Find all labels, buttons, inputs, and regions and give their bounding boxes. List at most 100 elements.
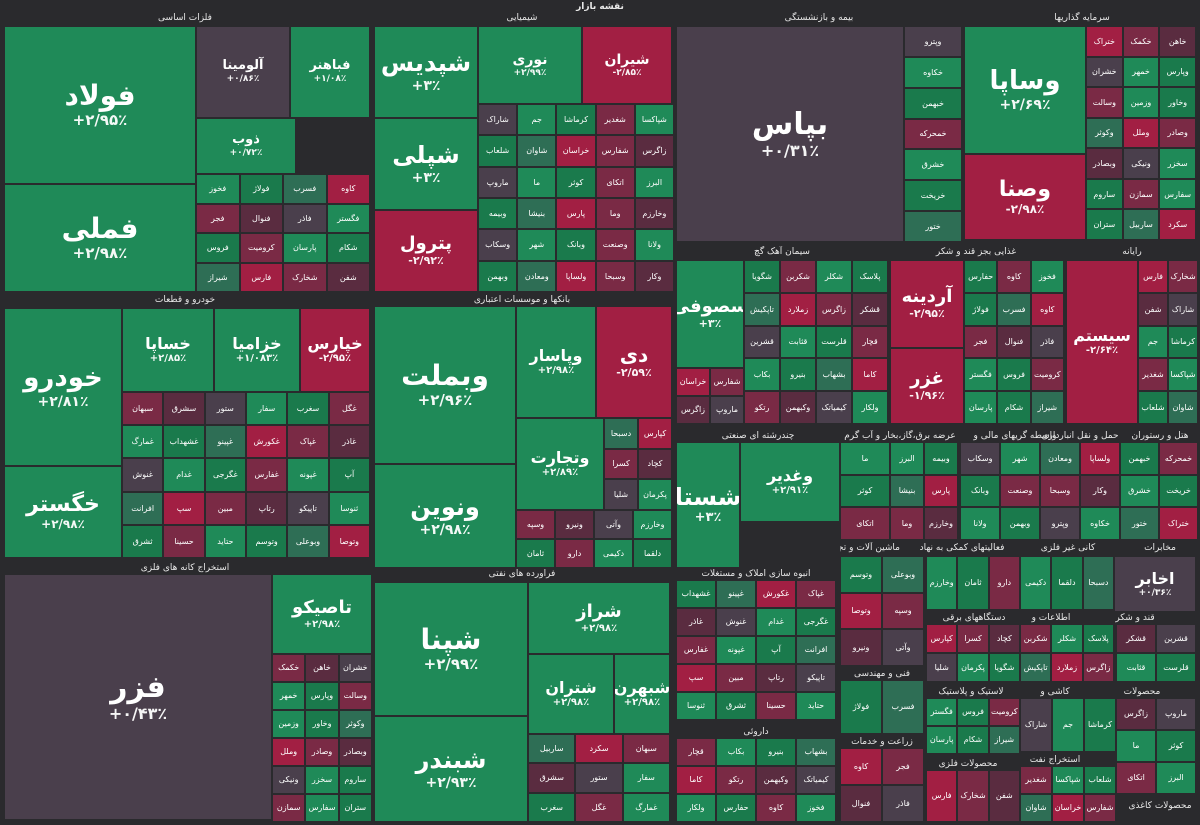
stock-tile[interactable]: شیران -۲/۸۵٪ xyxy=(582,26,672,104)
stock-tile[interactable]: خساپا +۲/۸۵٪ xyxy=(122,308,214,392)
stock-tile-small[interactable]: خمحرکه xyxy=(904,118,962,150)
stock-tile-small[interactable]: وتوسم xyxy=(840,556,882,593)
stock-tile-small[interactable]: شپاکسا xyxy=(1052,766,1084,794)
stock-tile-small[interactable]: وصنعت xyxy=(1000,474,1040,508)
stock-tile-small[interactable]: خمحرکه xyxy=(1159,442,1198,475)
stock-tile-small[interactable]: غکورش xyxy=(246,425,288,459)
stock-tile[interactable]: نوری +۲/۹۹٪ xyxy=(478,26,582,104)
stock-tile-small[interactable]: شلعاب xyxy=(1138,391,1168,424)
stock-tile-small[interactable]: قثابت xyxy=(1116,653,1156,682)
stock-tile-small[interactable]: قلرست xyxy=(1156,653,1196,682)
stock-tile-small[interactable]: ختراک xyxy=(1086,26,1123,57)
stock-tile-small[interactable]: زاگرس xyxy=(676,396,710,424)
stock-tile-small[interactable]: پکرمان xyxy=(957,653,989,682)
stock-tile-small[interactable]: فگستر xyxy=(326,203,370,233)
stock-tile-small[interactable]: حسینا xyxy=(756,692,796,720)
stock-tile-small[interactable]: شکربن xyxy=(1020,624,1052,653)
stock-tile-small[interactable]: ولساپا xyxy=(1080,442,1120,475)
stock-tile-small[interactable]: ثشرق xyxy=(716,692,756,720)
stock-tile[interactable]: سصوفی+۳٪ xyxy=(676,260,744,368)
stock-tile-small[interactable]: دکیمی xyxy=(1020,556,1052,610)
stock-tile-small[interactable]: ستور xyxy=(204,392,246,426)
stock-tile-small[interactable]: حفارس xyxy=(716,794,756,822)
stock-tile-small[interactable]: شپاکسا xyxy=(1168,358,1198,392)
stock-tile-small[interactable]: شاوان xyxy=(517,135,557,167)
stock-tile-small[interactable]: وآتی xyxy=(882,629,924,666)
stock-tile-small[interactable]: وبصادر xyxy=(1086,148,1123,179)
stock-tile-small[interactable]: سخزر xyxy=(305,766,339,794)
stock-tile[interactable]: بپاس +۰/۳۱٪ xyxy=(676,26,904,242)
stock-tile-small[interactable]: غپینو xyxy=(716,580,756,608)
stock-tile-small[interactable]: ولساپا xyxy=(556,260,596,292)
stock-tile-small[interactable]: وصادر xyxy=(305,738,339,766)
stock-tile-small[interactable]: خراسان xyxy=(556,135,596,167)
stock-tile-small[interactable]: فاذر xyxy=(283,203,327,233)
stock-tile-small[interactable]: ختور xyxy=(904,211,962,242)
stock-tile[interactable]: فولاد +۲/۹۵٪ xyxy=(4,26,196,184)
stock-tile-small[interactable]: سفارس xyxy=(305,794,339,822)
stock-tile[interactable]: آردینه -۲/۹۵٪ xyxy=(890,260,964,348)
stock-tile-small[interactable]: جم xyxy=(517,104,557,136)
stock-tile-small[interactable]: بشهاب xyxy=(796,738,836,766)
stock-tile-small[interactable]: شلعاب xyxy=(478,135,518,167)
stock-tile-small[interactable]: وآتی xyxy=(594,510,633,539)
stock-tile-small[interactable]: ثنوسا xyxy=(328,491,370,525)
stock-tile-small[interactable]: زاگرس xyxy=(634,135,674,167)
stock-tile[interactable]: سیستم -۲/۶۴٪ xyxy=(1066,260,1138,424)
stock-tile-small[interactable]: وبوعلی xyxy=(287,524,329,558)
stock-tile[interactable]: پترول -۲/۹۲٪ xyxy=(374,210,478,292)
stock-tile-small[interactable]: سشرق xyxy=(163,392,205,426)
stock-tile-small[interactable]: ما xyxy=(1116,730,1156,762)
stock-tile-small[interactable]: وکوثر xyxy=(1086,117,1123,149)
stock-tile-small[interactable]: شیراز xyxy=(196,262,240,292)
stock-tile-small[interactable]: ختور xyxy=(1120,507,1159,540)
stock-tile-small[interactable]: قچار xyxy=(852,325,888,359)
stock-tile-small[interactable]: وزمین xyxy=(272,710,306,738)
stock-tile-small[interactable]: ستران xyxy=(338,794,372,822)
stock-tile-small[interactable]: شکام xyxy=(997,391,1031,424)
stock-tile-small[interactable]: غپینو xyxy=(204,425,246,459)
stock-tile-small[interactable]: خبهمن xyxy=(904,87,962,119)
stock-tile-small[interactable]: پلاسک xyxy=(1082,624,1114,653)
stock-tile-small[interactable]: ونیکی xyxy=(272,766,306,794)
stock-tile-small[interactable]: افرانت xyxy=(122,491,164,525)
stock-tile[interactable]: شستا +۳٪ xyxy=(676,442,740,568)
stock-tile-small[interactable]: خشرق xyxy=(1120,474,1159,508)
stock-tile-small[interactable]: خکمک xyxy=(272,654,306,682)
stock-tile-small[interactable]: خشرق xyxy=(904,149,962,181)
stock-tile-small[interactable]: غپونه xyxy=(287,458,329,492)
stock-tile-small[interactable]: وتوصا xyxy=(840,592,882,630)
stock-tile-small[interactable]: سبهان xyxy=(122,392,164,426)
stock-tile-small[interactable]: وما xyxy=(890,507,924,540)
stock-tile-small[interactable]: شغدیر xyxy=(1138,358,1168,392)
stock-tile-small[interactable]: شفن xyxy=(988,770,1020,822)
stock-tile-small[interactable]: دلقما xyxy=(1051,556,1083,610)
stock-tile-small[interactable]: ثامان xyxy=(516,539,555,568)
stock-tile-small[interactable]: فجر xyxy=(196,203,240,233)
stock-tile-small[interactable]: وکار xyxy=(634,260,674,292)
stock-tile-small[interactable]: ختراک xyxy=(1159,507,1198,540)
stock-tile-small[interactable]: ستران xyxy=(1086,209,1123,240)
stock-tile-small[interactable]: شاراک xyxy=(1168,292,1198,326)
stock-tile-small[interactable]: شلیا xyxy=(604,479,638,510)
stock-tile-small[interactable]: پارس xyxy=(556,198,596,230)
stock-tile-small[interactable]: ماروپ xyxy=(710,396,744,424)
stock-tile-small[interactable]: کاوه xyxy=(326,174,370,204)
stock-tile-small[interactable]: فنوال xyxy=(239,203,283,233)
stock-tile[interactable]: غزر -۱/۹۶٪ xyxy=(890,348,964,424)
stock-tile-small[interactable]: شهر xyxy=(517,229,557,261)
stock-tile-small[interactable]: خریخت xyxy=(904,180,962,212)
stock-tile[interactable]: دی -۲/۵۹٪ xyxy=(596,306,672,418)
stock-tile-small[interactable]: فگستر xyxy=(964,358,998,392)
stock-tile-small[interactable]: سکرد xyxy=(1159,209,1196,240)
stock-tile-small[interactable]: البرز xyxy=(634,166,674,198)
stock-tile-small[interactable]: پارسان xyxy=(964,391,998,424)
stock-tile-small[interactable]: ولانا xyxy=(960,507,1000,540)
stock-tile-small[interactable]: ولکار xyxy=(676,794,716,822)
stock-tile-small[interactable]: وکوثر xyxy=(338,710,372,738)
stock-tile-small[interactable]: شلعاب xyxy=(1084,766,1116,794)
stock-tile-small[interactable]: ساروم xyxy=(338,766,372,794)
stock-tile-small[interactable]: تاپیکو xyxy=(287,491,329,525)
stock-tile-small[interactable]: سپ xyxy=(163,491,205,525)
stock-tile-small[interactable]: ومعادن xyxy=(517,260,557,292)
